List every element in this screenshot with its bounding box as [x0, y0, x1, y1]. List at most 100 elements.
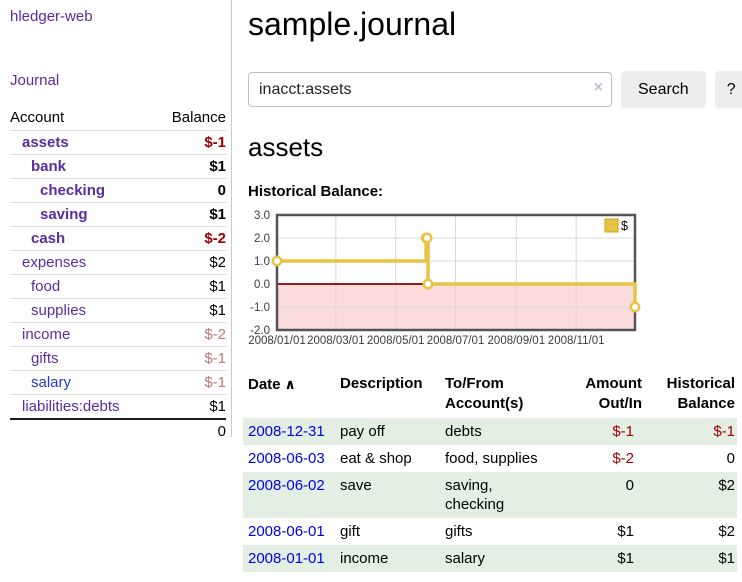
register-date-link[interactable]: 2008-12-31 [248, 423, 325, 440]
register-description: gift [340, 523, 361, 540]
account-link[interactable]: salary [31, 374, 72, 391]
register-balance: 0 [726, 450, 735, 467]
register-row: 2008-06-02 save saving, checking 0 $2 [243, 472, 737, 518]
account-row: checking 0 [10, 178, 226, 203]
account-link[interactable]: liabilities:debts [22, 398, 120, 415]
plot-border [275, 213, 637, 332]
page-title: sample.journal [248, 6, 457, 42]
register-balance: $2 [642, 472, 737, 518]
account-balance: $1 [154, 202, 226, 227]
y-tick-label: 1.0 [254, 256, 270, 268]
account-row: liabilities:debts $1 [10, 394, 226, 419]
help-button[interactable]: ? [714, 71, 742, 108]
y-tick-label: -2.0 [250, 325, 270, 337]
chart-label: Historical Balance: [248, 183, 384, 200]
account-link[interactable]: checking [40, 182, 106, 199]
account-link[interactable]: assets [22, 134, 69, 151]
account-row: cash $-2 [10, 226, 226, 251]
account-link[interactable]: supplies [31, 302, 87, 319]
account-balance: $1 [154, 394, 226, 419]
register-date-link[interactable]: 2008-06-01 [248, 523, 325, 540]
x-tick-label: 2008/07/01 [427, 335, 485, 347]
register-description: save [340, 472, 445, 518]
register-amount: $1 [557, 545, 642, 572]
register-row: 2008-06-03 eat & shop food, supplies $-2 0 [243, 445, 737, 472]
data-point-marker [421, 232, 433, 244]
account-row: income $-2 [10, 322, 226, 347]
register-table: Date ∧ Description To/From Account(s) Amo… [243, 370, 737, 572]
account-link[interactable]: bank [31, 158, 67, 175]
accounts-total-row: 0 [10, 418, 226, 443]
account-link[interactable]: saving [40, 206, 88, 223]
account-balance: $1 [154, 298, 226, 323]
accounts-total-balance: 0 [154, 418, 226, 443]
y-tick-label: 0.0 [254, 279, 270, 291]
register-balance: $-1 [642, 418, 737, 445]
search-box: × [248, 72, 612, 107]
accounts-table: Account Balance assets $-1 bank $1 checking 0… [10, 105, 226, 443]
register-tbody: 2008-12-31 pay off debts $-1 $-1 2008-06-03 ea… [243, 418, 737, 572]
register-date-link[interactable]: 2008-01-01 [248, 550, 325, 567]
accounts-header-account: Account [10, 109, 65, 126]
account-row: salary $-1 [10, 370, 226, 395]
register-header-date[interactable]: Date ∧ [248, 376, 296, 393]
account-balance: $-1 [154, 130, 226, 155]
register-row: 2008-01-01 income salary $1 $1 [243, 545, 737, 572]
accounts-tbody: assets $-1 bank $1 checking 0 saving $1 cash $-2 e… [10, 130, 226, 443]
account-link[interactable]: income [22, 326, 71, 343]
register-accounts: debts [445, 418, 557, 445]
register-date-link[interactable]: 2008-06-03 [248, 450, 325, 467]
search-button[interactable]: Search [621, 71, 706, 108]
account-row: gifts $-1 [10, 346, 226, 371]
account-balance: 0 [154, 178, 226, 203]
brand-link[interactable]: hledger-web [10, 8, 93, 25]
account-link[interactable]: cash [31, 230, 66, 247]
account-link[interactable]: food [31, 278, 61, 295]
search-form: × Search ? [248, 71, 742, 108]
account-row: supplies $1 [10, 298, 226, 323]
account-row: saving $1 [10, 202, 226, 227]
account-link[interactable]: expenses [22, 254, 87, 271]
account-balance: $1 [154, 154, 226, 179]
clear-search-icon[interactable]: × [593, 79, 603, 96]
register-row: 2008-12-31 pay off debts $-1 $-1 [243, 418, 737, 445]
x-tick-label: 2008/03/01 [307, 335, 365, 347]
y-tick-label: 3.0 [254, 210, 270, 222]
account-balance: $-2 [154, 226, 226, 251]
account-balance: $2 [154, 250, 226, 275]
account-row: expenses $2 [10, 250, 226, 275]
register-description: income [340, 545, 445, 572]
register-amount: $-2 [612, 450, 634, 467]
register-accounts: food, supplies [445, 450, 538, 467]
sidebar-item-journal[interactable]: Journal [10, 72, 60, 89]
register-amount: 0 [557, 472, 642, 518]
account-link[interactable]: gifts [31, 350, 59, 367]
account-row: assets $-1 [10, 130, 226, 155]
register-header-balance: Historical Balance [666, 375, 735, 412]
register-header-description: Description [340, 375, 423, 392]
account-balance: $-2 [154, 322, 226, 347]
main-panel: sample.journal × Search ? assets Histori… [232, 0, 742, 572]
register-accounts: salary [445, 545, 557, 572]
legend-label: $ [621, 219, 628, 233]
legend-swatch [604, 218, 619, 233]
search-input[interactable] [248, 72, 612, 107]
x-tick-label: 2008/05/01 [367, 335, 425, 347]
register-header-amount: Amount Out/In [585, 375, 642, 412]
data-point-marker [422, 278, 434, 290]
data-point-marker [271, 255, 283, 267]
account-title: assets [248, 132, 324, 162]
register-date-link[interactable]: 2008-06-02 [248, 477, 325, 494]
register-balance: $1 [642, 545, 737, 572]
account-balance: $-1 [154, 370, 226, 395]
register-header-accounts: To/From Account(s) [445, 375, 524, 412]
x-tick-label: 2008/09/01 [488, 335, 546, 347]
register-accounts: saving, checking [445, 472, 557, 518]
x-tick-label: 2008/01/01 [248, 335, 306, 347]
y-tick-label: 2.0 [254, 233, 270, 245]
historical-balance-chart: 3.0 2.0 1.0 0.0 -1.0 -2.0 2008/01/01 2008/03/01… [243, 208, 742, 356]
data-point-marker [629, 301, 641, 313]
accounts-header-balance: Balance [171, 109, 226, 126]
register-description: eat & shop [340, 450, 412, 467]
